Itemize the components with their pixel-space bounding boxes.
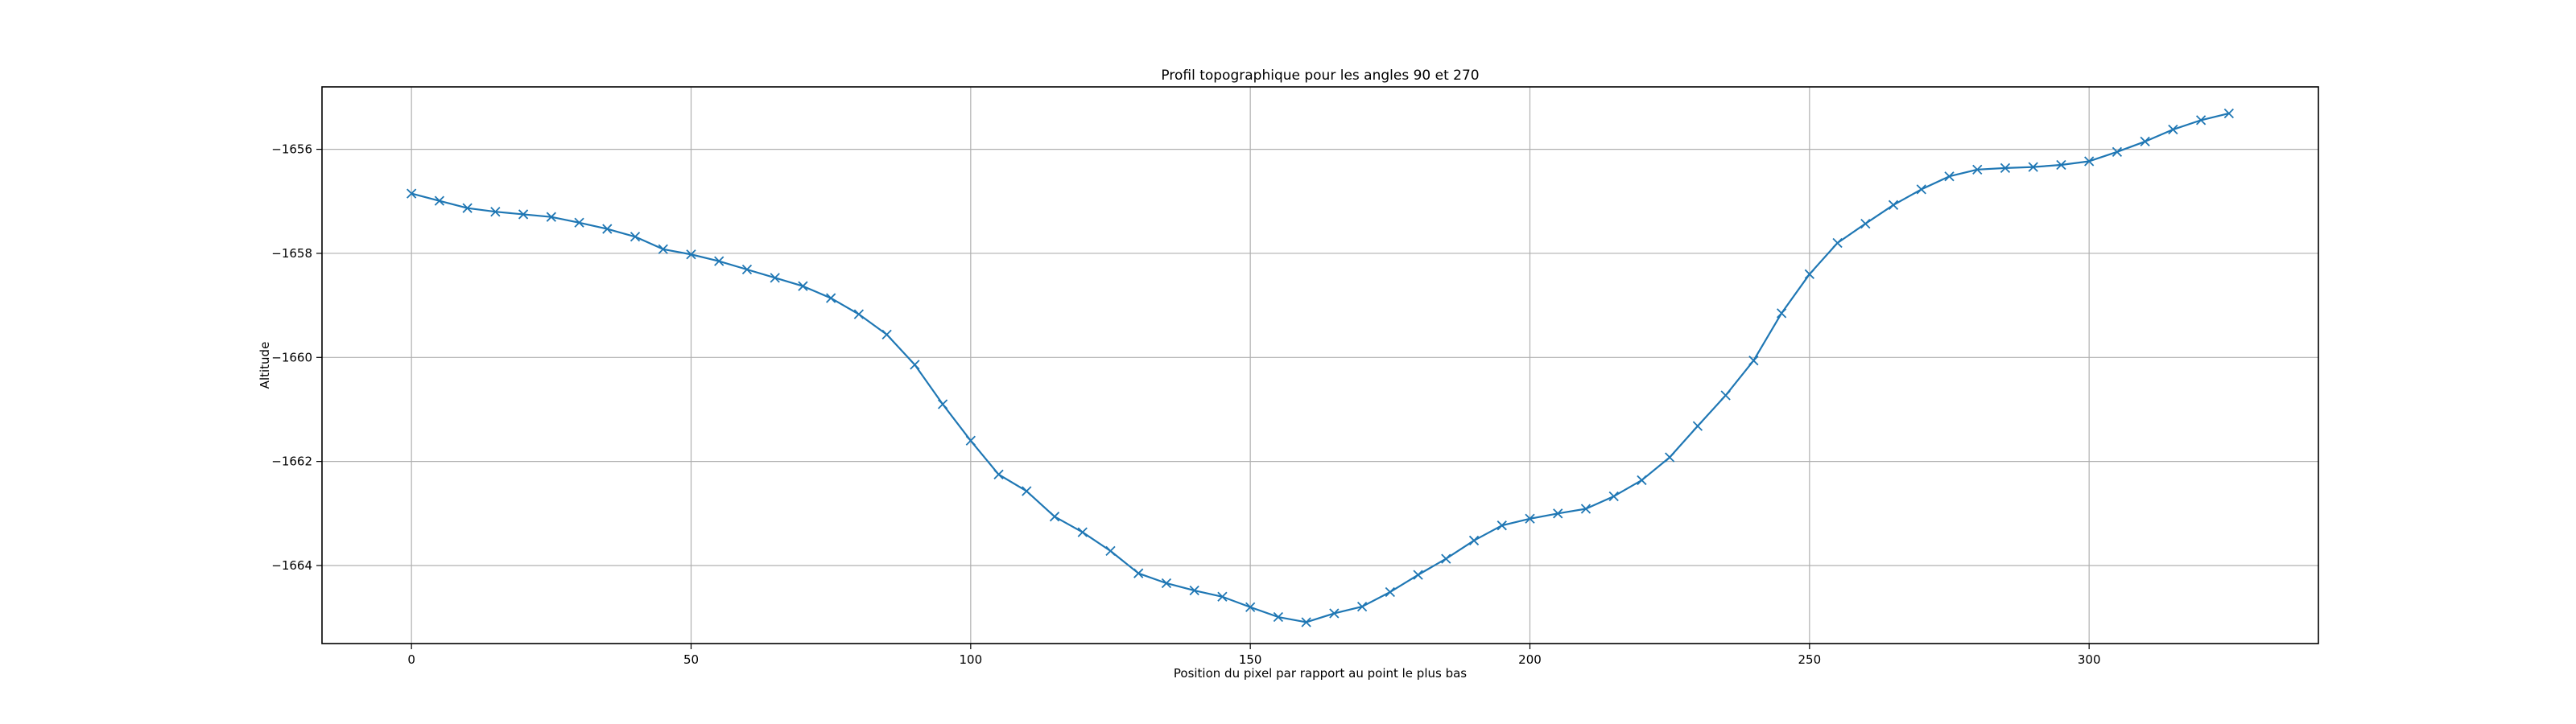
data-point-marker	[407, 188, 417, 199]
data-point-marker	[2140, 136, 2150, 147]
axis-ticks: 0 50 100 150 200 250 300 −1656 −1658 −1660 −1662 −1…	[271, 142, 2100, 667]
x-tick-label: 50	[683, 652, 699, 667]
x-tick-label: 0	[407, 652, 415, 667]
data-point-marker	[853, 309, 865, 319]
plot-frame	[321, 86, 2319, 644]
data-point-marker	[1860, 218, 1871, 229]
data-point-marker	[1553, 508, 1563, 519]
data-point-marker	[602, 224, 613, 234]
data-point-marker	[2112, 146, 2123, 157]
data-point-marker	[1105, 545, 1116, 557]
data-point-marker	[1329, 608, 1340, 619]
data-point-marker	[1692, 421, 1703, 431]
data-point-marker	[1972, 164, 1983, 175]
data-point-marker	[1356, 601, 1368, 612]
data-point-marker	[630, 232, 641, 242]
data-point-marker	[770, 273, 780, 283]
data-point-marker	[1748, 356, 1759, 366]
y-tick-label: −1664	[271, 558, 312, 573]
data-point-marker	[1189, 585, 1199, 596]
data-point-marker	[1832, 237, 1843, 249]
data-point-marker	[1944, 171, 1955, 182]
data-point-marker	[2084, 156, 2095, 167]
data-point-marker	[2028, 162, 2038, 172]
data-point-marker	[518, 209, 529, 220]
data-point-marker	[1022, 486, 1032, 496]
data-point-marker	[881, 329, 892, 339]
data-point-marker	[1637, 475, 1647, 486]
data-point-marker	[1385, 586, 1395, 598]
data-point-marker	[2223, 108, 2234, 119]
x-tick-label: 100	[960, 652, 983, 667]
x-tick-label: 300	[2078, 652, 2101, 667]
data-point-marker	[1273, 611, 1284, 623]
data-point-marker	[741, 264, 753, 275]
data-point-marker	[1608, 491, 1619, 502]
data-point-marker	[1413, 570, 1423, 580]
data-point-marker	[826, 293, 836, 303]
x-tick-label: 150	[1239, 652, 1262, 667]
grid	[322, 87, 2318, 644]
y-axis-label: Altitude	[258, 342, 272, 389]
data-point-marker	[965, 435, 976, 446]
y-tick-label: −1660	[271, 350, 312, 364]
data-point-marker	[1804, 269, 1814, 279]
data-point-marker	[434, 195, 445, 206]
data-point-marker	[490, 207, 501, 217]
data-point-marker	[1468, 535, 1480, 546]
data-point-marker	[798, 281, 808, 291]
data-point-marker	[993, 469, 1004, 479]
x-tick-label: 200	[1518, 652, 1542, 667]
data-point-marker	[2168, 124, 2178, 135]
data-point-marker	[714, 256, 724, 266]
x-tick-label: 250	[1798, 652, 1822, 667]
y-tick-label: −1656	[271, 142, 312, 157]
x-axis-label: Position du pixel par rapport au point l…	[1174, 666, 1467, 681]
data-point-marker	[1916, 184, 1926, 195]
y-tick-label: −1658	[271, 246, 312, 261]
data-point-marker	[1525, 513, 1535, 524]
y-tick-label: −1662	[271, 455, 312, 469]
data-point-marker	[1161, 578, 1172, 589]
data-point-marker	[686, 249, 696, 260]
data-point-marker	[1217, 591, 1228, 602]
data-point-marker	[1580, 504, 1591, 514]
data-point-marker	[1049, 512, 1060, 522]
data-point-marker	[1888, 200, 1899, 210]
data-point-marker	[1720, 390, 1731, 401]
data-point-marker	[1245, 602, 1256, 612]
data-point-marker	[910, 360, 920, 370]
data-point-marker	[546, 212, 556, 222]
data-point-marker	[1301, 617, 1311, 627]
data-point-marker	[2000, 162, 2011, 174]
data-point-marker	[1496, 520, 1507, 531]
data-point-marker	[1441, 553, 1451, 564]
chart-title: Profil topographique pour les angles 90 …	[1161, 68, 1479, 84]
data-point-marker	[1665, 452, 1675, 463]
data-point-marker	[658, 244, 668, 254]
data-point-marker	[1776, 308, 1787, 319]
data-point-marker	[2195, 115, 2207, 125]
series-layer	[407, 108, 2234, 627]
data-point-marker	[1077, 527, 1088, 537]
data-point-marker	[462, 203, 473, 213]
plot-area-background	[322, 87, 2318, 644]
series-line	[411, 112, 2230, 623]
data-point-marker	[937, 399, 948, 409]
data-point-marker	[2056, 159, 2066, 171]
data-point-marker	[1133, 568, 1144, 578]
data-point-marker	[574, 217, 584, 228]
